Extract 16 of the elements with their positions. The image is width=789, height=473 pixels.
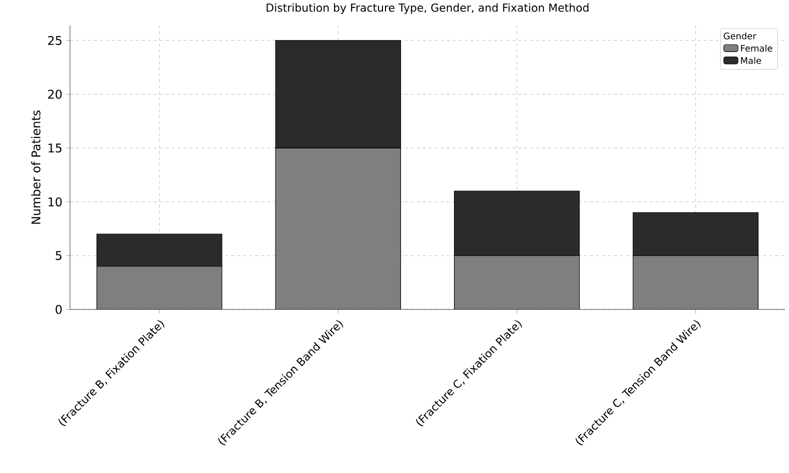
y-tick-label: 5 xyxy=(56,250,62,260)
y-tick-label: 15 xyxy=(48,143,62,152)
bar xyxy=(454,190,580,256)
y-tick-label: 25 xyxy=(48,36,62,45)
y-tick-label: 20 xyxy=(48,90,62,99)
chart-title: Distribution by Fracture Type, Gender, and Fixation Method xyxy=(266,3,588,14)
bar xyxy=(632,255,758,310)
legend-label: Female xyxy=(741,44,772,52)
bar xyxy=(96,266,222,310)
y-tick-label: 10 xyxy=(48,197,62,206)
y-axis-title: Number of Patients xyxy=(31,110,40,224)
legend-title: Gender xyxy=(724,32,756,40)
y-tick-label: 0 xyxy=(56,304,62,314)
bar xyxy=(454,255,580,310)
bar xyxy=(276,148,401,310)
legend-label: Male xyxy=(741,56,762,64)
